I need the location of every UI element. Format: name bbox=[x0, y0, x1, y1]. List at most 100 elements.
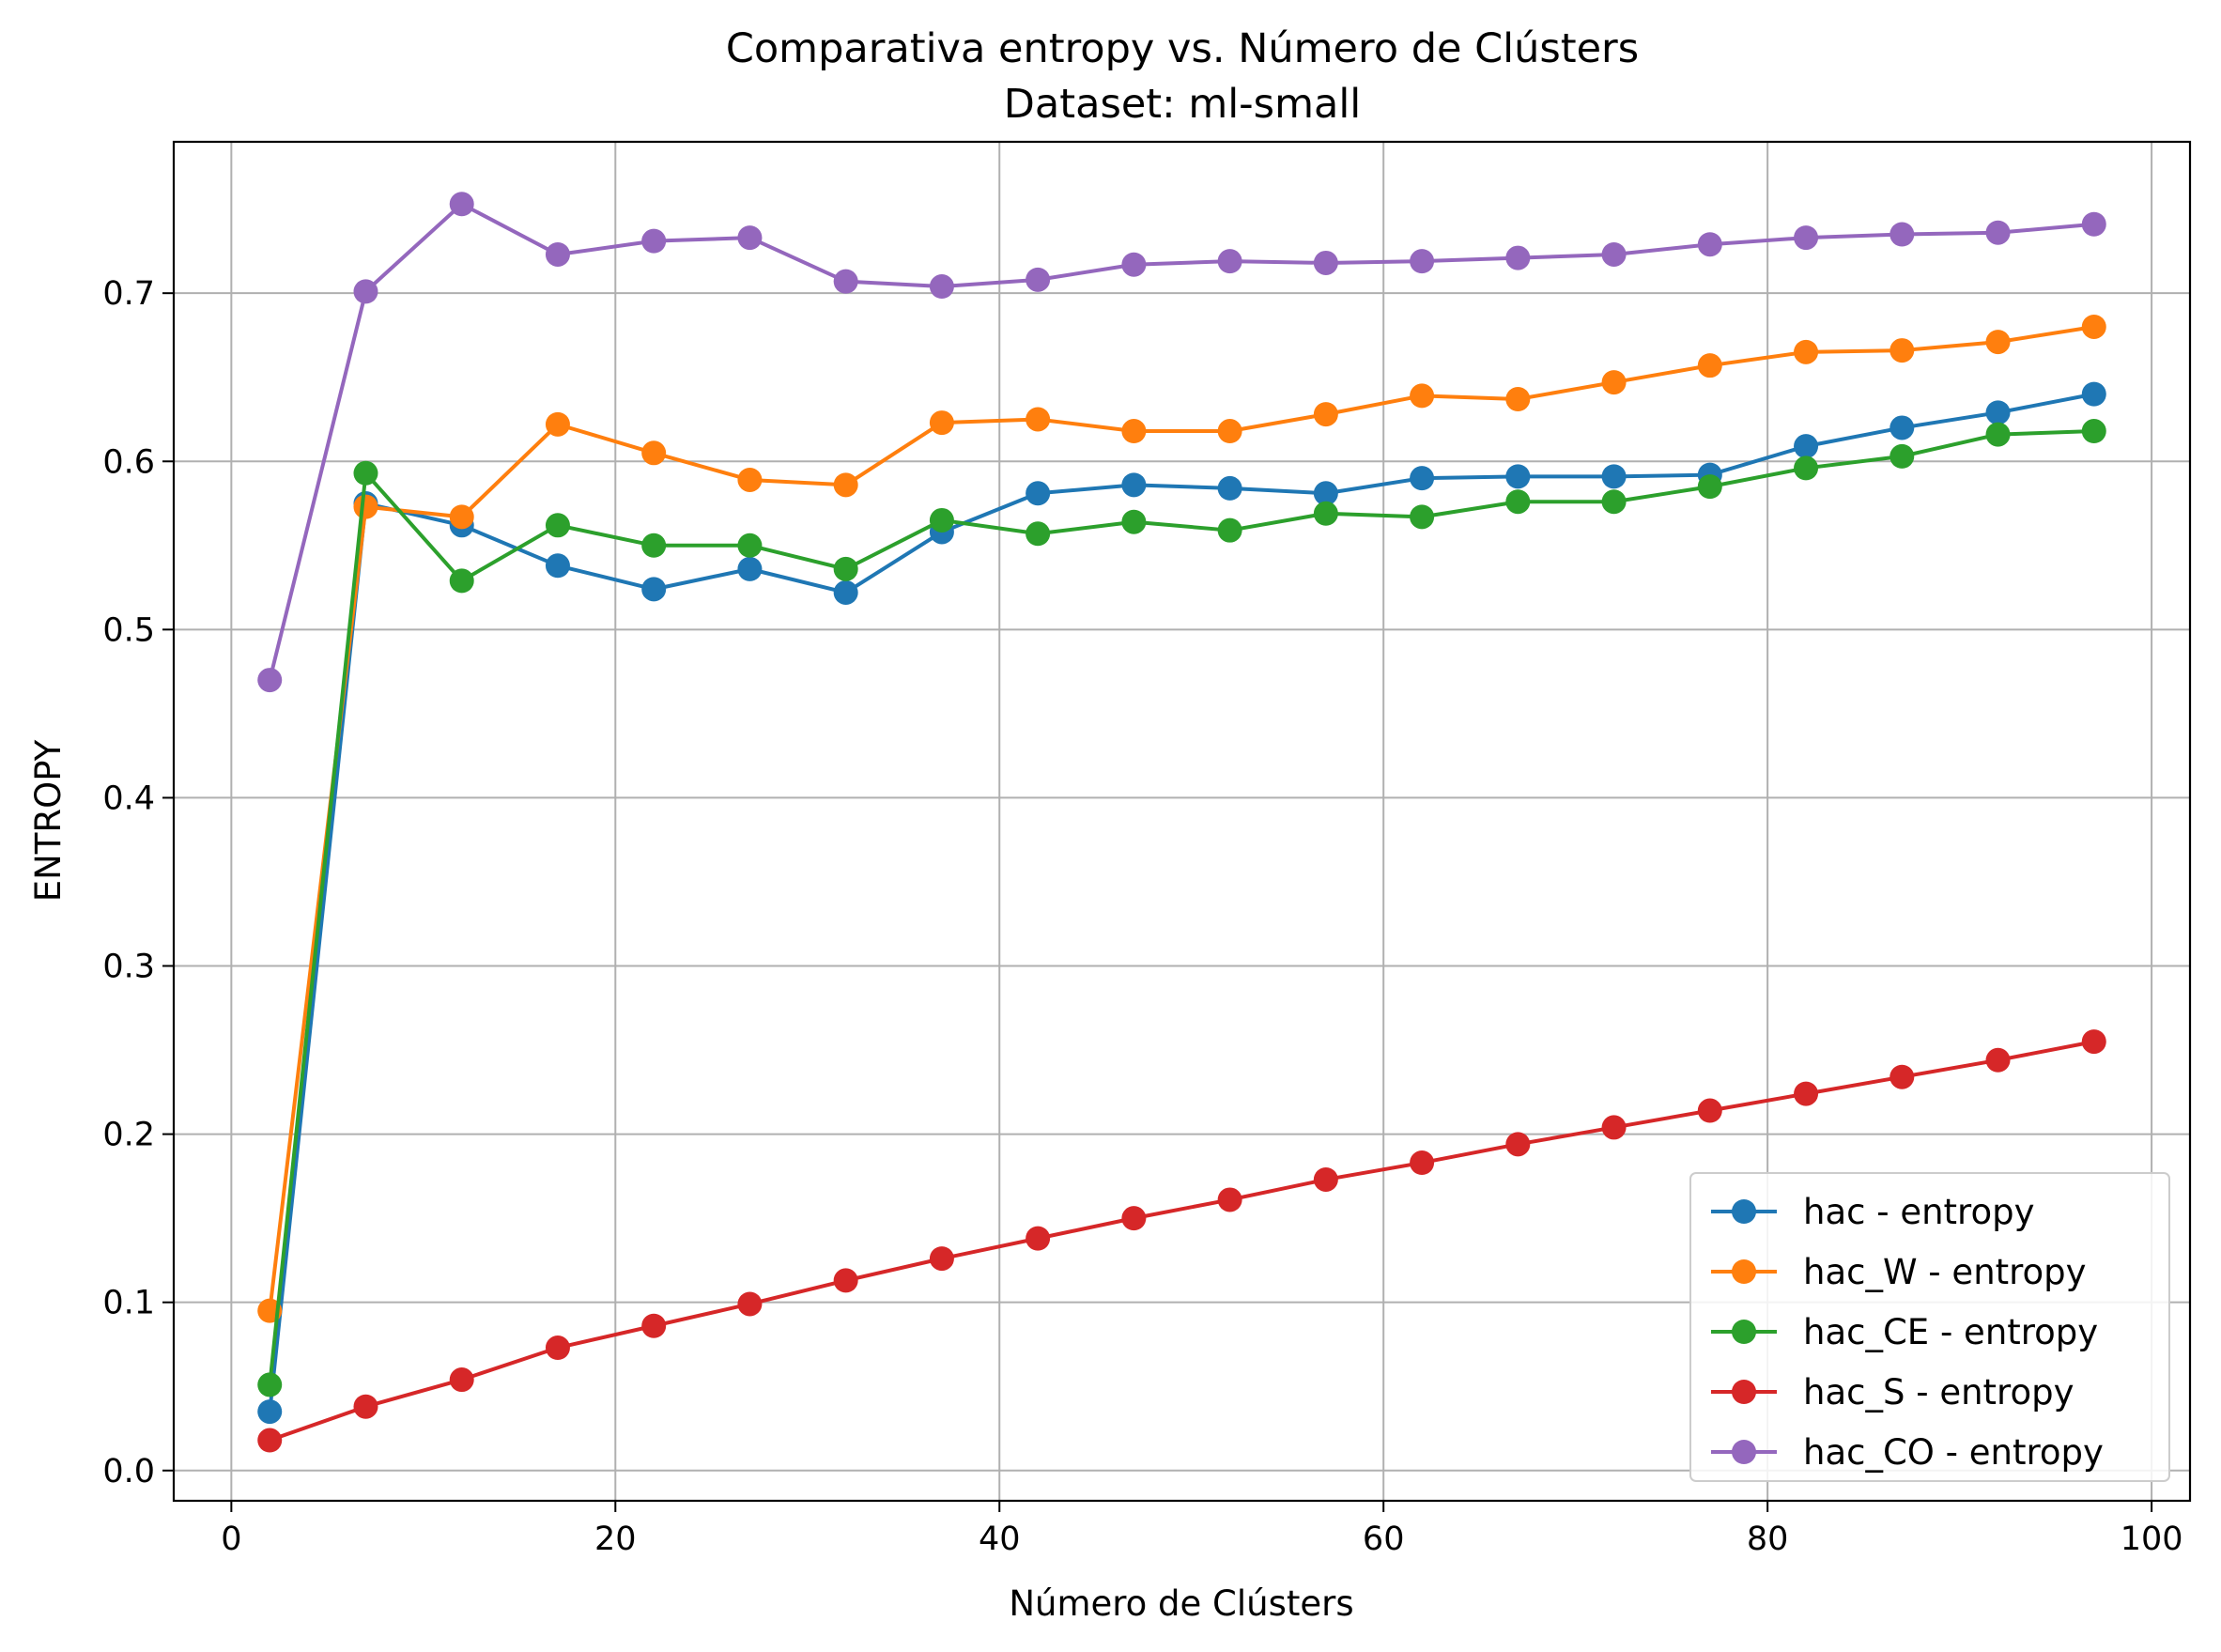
data-point bbox=[545, 553, 570, 579]
data-point bbox=[353, 460, 378, 486]
data-point bbox=[929, 507, 954, 533]
data-point bbox=[353, 494, 378, 519]
x-tick-label: 80 bbox=[1747, 1521, 1789, 1558]
legend: hac - entropy hac_W - entropy hac_CE - ent… bbox=[1689, 1172, 2170, 1482]
data-point bbox=[1026, 1226, 1051, 1251]
data-point bbox=[641, 440, 667, 466]
data-point bbox=[833, 472, 858, 498]
data-point bbox=[257, 668, 283, 693]
data-point bbox=[449, 568, 474, 594]
data-point bbox=[929, 410, 954, 436]
data-point bbox=[737, 1291, 763, 1317]
data-point bbox=[833, 556, 858, 581]
data-point bbox=[1601, 489, 1627, 515]
data-point bbox=[1889, 1064, 1915, 1089]
data-point bbox=[1313, 250, 1338, 275]
data-point bbox=[1410, 249, 1435, 274]
data-point bbox=[929, 274, 954, 300]
data-point bbox=[1217, 249, 1242, 274]
data-point bbox=[1505, 386, 1531, 411]
data-point bbox=[1985, 1047, 2011, 1073]
y-tick-label: 0.2 bbox=[102, 1117, 155, 1154]
data-point bbox=[1313, 1166, 1338, 1192]
data-point bbox=[1794, 225, 1819, 251]
data-point bbox=[641, 533, 667, 558]
data-point bbox=[353, 1394, 378, 1419]
data-point bbox=[1505, 489, 1531, 515]
y-tick-label: 0.3 bbox=[102, 949, 155, 986]
data-point bbox=[257, 1372, 283, 1397]
data-point bbox=[1505, 245, 1531, 270]
x-tick-label: 20 bbox=[594, 1521, 637, 1558]
data-point bbox=[545, 411, 570, 437]
chart-title: Comparativa entropy vs. Número de Clúste… bbox=[726, 25, 1639, 72]
legend-label: hac_S - entropy bbox=[1803, 1372, 2074, 1413]
data-point bbox=[1313, 501, 1338, 526]
series-2 bbox=[257, 314, 2106, 1323]
x-tick-label: 60 bbox=[1363, 1521, 1405, 1558]
legend-marker bbox=[1732, 1440, 1756, 1464]
data-point bbox=[1794, 455, 1819, 481]
x-tick-label: 40 bbox=[979, 1521, 1021, 1558]
data-point bbox=[1889, 338, 1915, 363]
legend-marker bbox=[1732, 1199, 1756, 1224]
data-point bbox=[1121, 1206, 1147, 1231]
data-point bbox=[1601, 464, 1627, 489]
data-point bbox=[1026, 481, 1051, 506]
x-axis-label: Número de Clústers bbox=[1009, 1583, 1353, 1624]
data-point bbox=[1121, 419, 1147, 444]
legend-label: hac_W - entropy bbox=[1803, 1252, 2087, 1292]
data-point bbox=[1505, 1132, 1531, 1157]
legend-box bbox=[1689, 1172, 2170, 1482]
data-point bbox=[1697, 1098, 1722, 1123]
data-point bbox=[1794, 1081, 1819, 1106]
data-point bbox=[1121, 252, 1147, 277]
series-3 bbox=[257, 419, 2106, 1397]
data-point bbox=[2081, 1029, 2106, 1055]
data-point bbox=[929, 1246, 954, 1272]
data-point bbox=[1505, 464, 1531, 489]
y-tick-label: 0.0 bbox=[102, 1453, 155, 1490]
x-tick-label: 100 bbox=[2121, 1521, 2183, 1558]
data-point bbox=[641, 577, 667, 602]
data-point bbox=[737, 556, 763, 581]
data-point bbox=[257, 1428, 283, 1453]
data-point bbox=[737, 467, 763, 492]
data-point bbox=[1985, 422, 2011, 447]
data-point bbox=[1697, 353, 1722, 378]
legend-marker bbox=[1732, 1320, 1756, 1344]
data-point bbox=[1889, 443, 1915, 469]
series-group bbox=[257, 192, 2106, 1453]
data-point bbox=[1889, 222, 1915, 247]
data-point bbox=[1217, 419, 1242, 444]
data-point bbox=[1121, 509, 1147, 534]
data-point bbox=[449, 1367, 474, 1393]
data-point bbox=[641, 1313, 667, 1338]
data-point bbox=[1601, 241, 1627, 267]
series-line bbox=[268, 392, 2095, 1413]
data-point bbox=[1026, 407, 1051, 432]
y-tick-label: 0.5 bbox=[102, 611, 155, 649]
data-point bbox=[737, 533, 763, 558]
data-point bbox=[2081, 419, 2106, 444]
data-point bbox=[1985, 330, 2011, 355]
series-line bbox=[268, 202, 2094, 681]
legend-label: hac_CE - entropy bbox=[1803, 1312, 2098, 1352]
legend-marker bbox=[1732, 1380, 1756, 1404]
plot-frame bbox=[172, 140, 2192, 1503]
data-point bbox=[833, 1268, 858, 1293]
y-tick-label: 0.6 bbox=[102, 443, 155, 481]
data-point bbox=[737, 225, 763, 251]
grid-lines bbox=[174, 142, 2190, 1501]
legend-label: hac - entropy bbox=[1803, 1192, 2034, 1232]
data-point bbox=[1410, 1150, 1435, 1176]
legend-label: hac_CO - entropy bbox=[1803, 1432, 2104, 1473]
data-point bbox=[1601, 1115, 1627, 1140]
data-point bbox=[833, 269, 858, 294]
series-line bbox=[269, 1040, 2095, 1443]
data-point bbox=[833, 579, 858, 605]
data-point bbox=[353, 279, 378, 304]
data-point bbox=[1697, 232, 1722, 257]
data-point bbox=[449, 192, 474, 217]
